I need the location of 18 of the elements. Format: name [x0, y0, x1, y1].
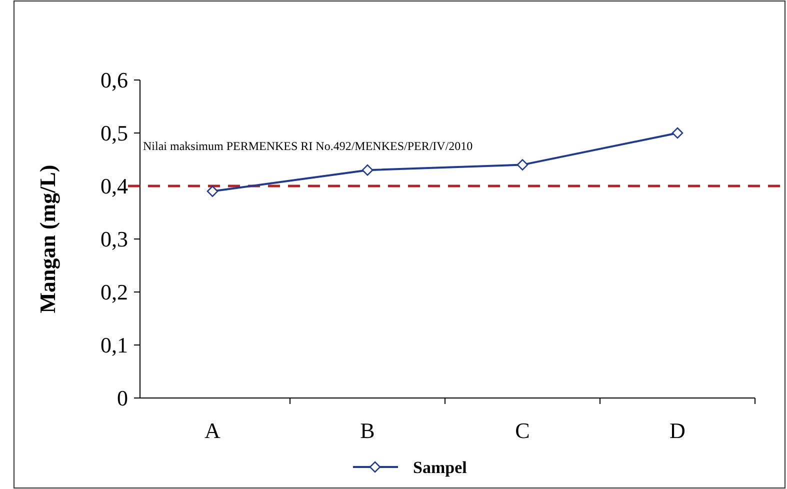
y-tick-label: 0,6 [100, 68, 128, 93]
x-tick-label: D [670, 418, 686, 443]
ref-line-label: Nilai maksimum PERMENKES RI No.492/MENKES/PER/IV/2010 [143, 139, 473, 153]
legend-label: Sampel [413, 458, 468, 477]
y-tick-label: 0,2 [100, 280, 128, 305]
y-tick-label: 0,4 [100, 174, 128, 199]
y-tick-label: 0,1 [100, 332, 128, 358]
point [516, 159, 528, 170]
x-tick-label: B [360, 418, 375, 443]
y-tick-label: 0,5 [100, 120, 128, 146]
y-tick-label: 0,3 [100, 226, 128, 252]
point [206, 186, 218, 197]
y-tick-label: 0 [117, 386, 128, 411]
x-tick-label: A [204, 418, 221, 443]
y-axis-title: Mangan (mg/L) [35, 164, 60, 314]
x-tick-label: C [515, 418, 530, 443]
point [362, 164, 374, 176]
point [672, 127, 684, 139]
